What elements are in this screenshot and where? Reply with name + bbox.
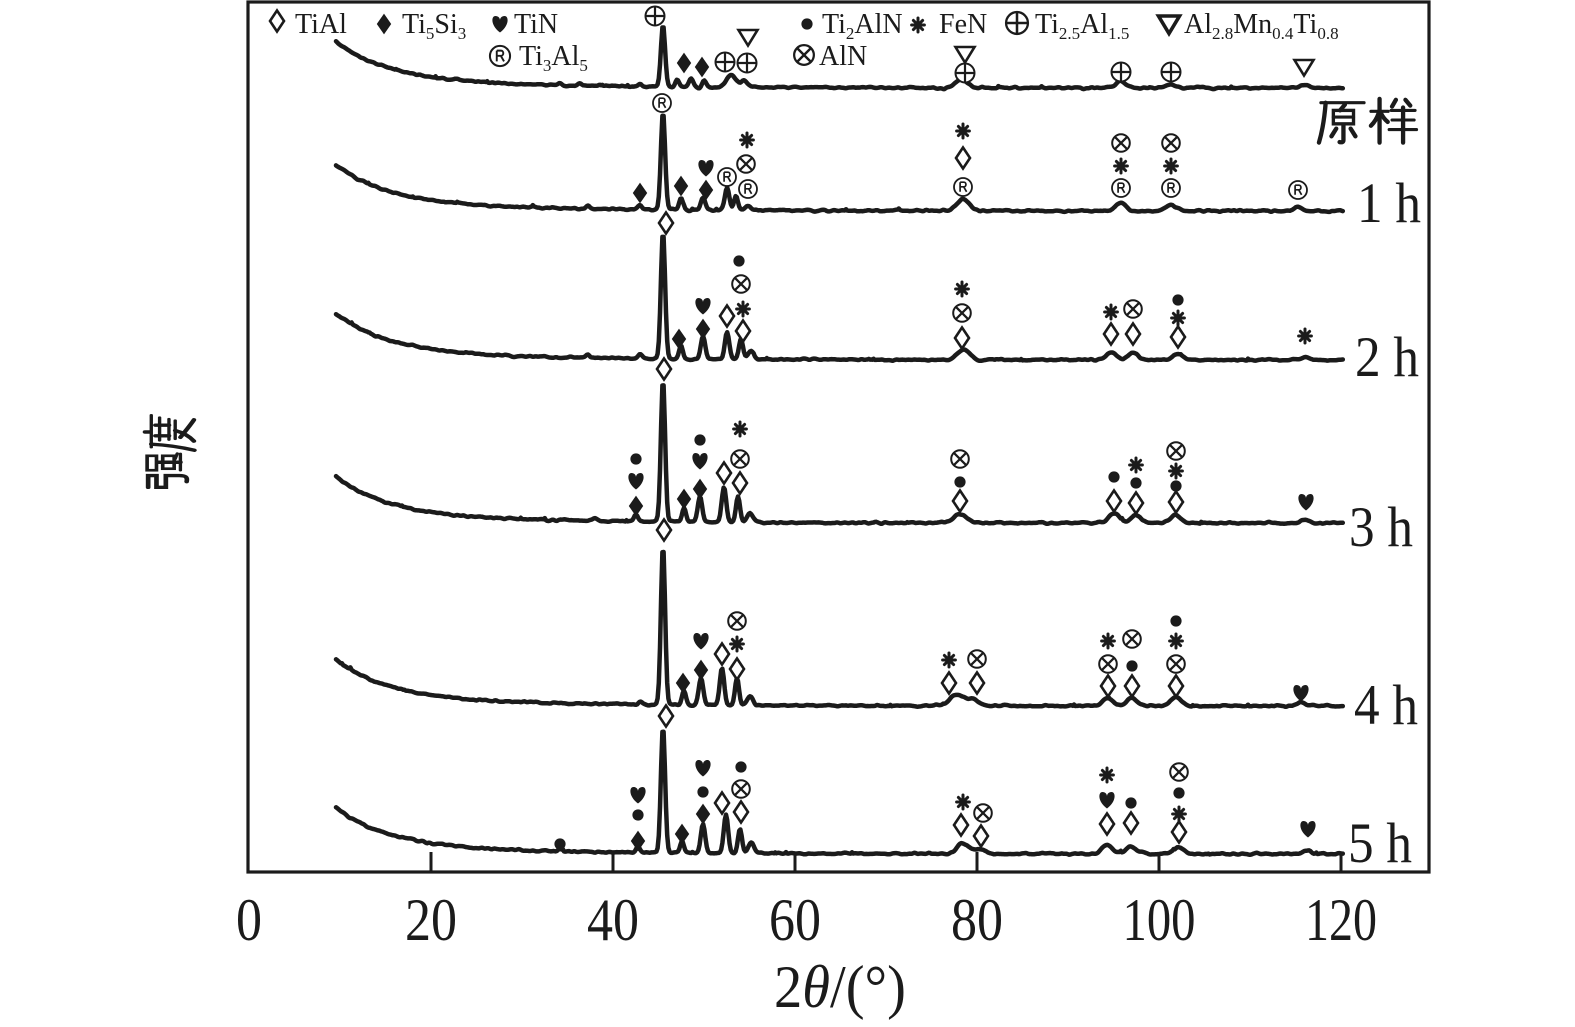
svg-text:3 h: 3 h xyxy=(1349,496,1413,559)
svg-text:4 h: 4 h xyxy=(1354,674,1418,737)
svg-text:40: 40 xyxy=(587,887,639,953)
svg-text:0: 0 xyxy=(236,887,262,953)
svg-text:FeN: FeN xyxy=(939,9,987,40)
svg-text:1 h: 1 h xyxy=(1357,172,1421,235)
svg-text:100: 100 xyxy=(1123,887,1196,953)
svg-text:AlN: AlN xyxy=(819,41,867,72)
svg-text:120: 120 xyxy=(1305,887,1377,953)
svg-text:Ti2.5​Al1.5​: Ti2.5​Al1.5​ xyxy=(1035,9,1129,43)
svg-text:TiN: TiN xyxy=(514,9,558,40)
svg-text:20: 20 xyxy=(405,887,457,953)
svg-text:2 h: 2 h xyxy=(1355,326,1419,389)
svg-text:60: 60 xyxy=(769,887,821,953)
svg-text:Ti2​AlN: Ti2​AlN xyxy=(822,9,903,43)
svg-text:TiAl: TiAl xyxy=(295,9,347,40)
svg-text:2θ/(°): 2θ/(°) xyxy=(774,954,906,1020)
svg-text:Al2.8​Mn0.4​Ti0.8​: Al2.8​Mn0.4​Ti0.8​ xyxy=(1184,9,1339,43)
svg-text:Ti5​Si3​: Ti5​Si3​ xyxy=(402,9,466,43)
svg-text:Ti3​Al5​: Ti3​Al5​ xyxy=(519,41,588,75)
svg-text:5 h: 5 h xyxy=(1348,812,1412,875)
svg-text:80: 80 xyxy=(951,887,1003,953)
